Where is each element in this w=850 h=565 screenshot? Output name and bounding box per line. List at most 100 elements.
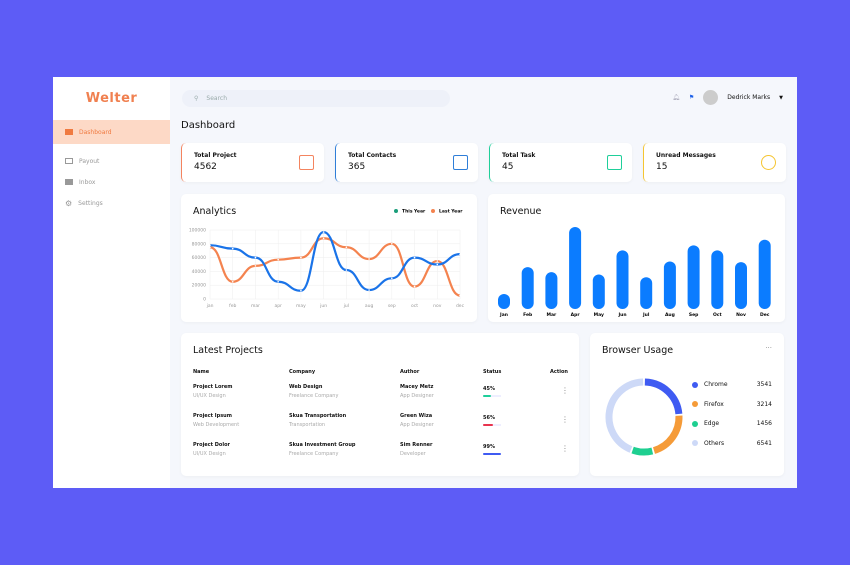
data-point	[231, 280, 234, 283]
legend-marker	[692, 440, 698, 446]
data-point	[209, 244, 211, 246]
sidebar-item-settings[interactable]: ⚙ Settings	[53, 191, 170, 215]
author-role: App Designer	[400, 393, 434, 399]
x-tick-label: Jan	[499, 312, 508, 318]
revenue-bar	[569, 227, 582, 309]
data-point	[391, 277, 393, 280]
stat-card: Total Contacts 365	[335, 143, 478, 182]
legend-marker	[692, 420, 698, 427]
layers-icon	[299, 155, 314, 170]
table-row: Project Dolor UI/UX Design Skua Investmen…	[193, 442, 569, 471]
more-menu-button[interactable]: ···	[765, 344, 772, 352]
project-name[interactable]: Project Ipsum	[193, 413, 232, 419]
y-tick-label: 20000	[192, 283, 206, 289]
stat-value: 365	[348, 162, 366, 172]
legend-marker	[692, 381, 698, 388]
x-tick-label: Nov	[736, 312, 746, 318]
legend-value: 3214	[756, 400, 772, 408]
logo: Welter	[85, 91, 138, 106]
more-vertical-icon[interactable]: ⋮	[561, 444, 569, 453]
latest-projects-card: Latest Projects Name Company Author Status A…	[181, 333, 579, 476]
legend-label: Firefox	[704, 400, 724, 408]
revenue-title: Revenue	[500, 206, 542, 217]
revenue-bar	[663, 261, 676, 309]
x-tick-label: feb	[229, 303, 236, 309]
donut-segment-others	[605, 378, 644, 453]
x-tick-label: Sep	[689, 312, 699, 318]
data-point	[391, 243, 393, 245]
column-header: Status	[483, 369, 502, 375]
company-sub: Freelance Company	[289, 451, 339, 457]
browser-usage-card: Browser Usage ··· Chrome 3541 Firefox 3214 E…	[590, 333, 784, 476]
revenue-chart: Jan Feb Mar Apr May Jun Jul Aug Sep Oct Nov Dec	[498, 227, 771, 318]
x-tick-label: jan	[206, 303, 214, 309]
author: Macey Metz	[400, 384, 434, 390]
project-type: Web Development	[193, 422, 240, 428]
bell-icon[interactable]: 🔔︎	[672, 94, 680, 101]
revenue-bar	[687, 245, 700, 309]
table-header: Name Company Author Status Action	[193, 369, 568, 384]
stat-label: Total Contacts	[348, 152, 397, 159]
status-percent: 99%	[483, 444, 495, 450]
revenue-bar	[758, 239, 771, 309]
company-sub: Freelance Company	[289, 393, 339, 399]
data-point	[322, 237, 325, 240]
search-input[interactable]: ⚲ Search	[182, 90, 450, 107]
revenue-bar	[711, 250, 724, 309]
data-point	[277, 258, 279, 261]
status-percent: 56%	[483, 415, 495, 421]
chevron-down-icon[interactable]: ▼	[779, 94, 783, 101]
legend-item: Others 6541	[692, 440, 772, 447]
legend-item: Firefox 3214	[692, 401, 772, 408]
data-point	[459, 294, 461, 297]
company: Skua Investment Group	[289, 442, 356, 448]
y-tick-label: 100000	[189, 228, 206, 234]
x-tick-label: mar	[251, 303, 260, 309]
data-point	[209, 246, 211, 249]
gear-icon: ⚙	[65, 198, 73, 208]
more-vertical-icon[interactable]: ⋮	[561, 415, 569, 424]
project-type: UI/UX Design	[193, 393, 226, 399]
project-name[interactable]: Project Lorem	[193, 384, 233, 390]
avatar[interactable]	[703, 90, 719, 105]
sidebar-item-label: Inbox	[79, 178, 96, 186]
x-tick-label: jun	[319, 303, 327, 309]
data-point	[254, 265, 257, 267]
data-point	[345, 269, 348, 271]
x-tick-label: aug	[365, 304, 374, 309]
legend-value: 3541	[756, 381, 772, 388]
status-percent: 45%	[483, 386, 495, 392]
x-tick-label: Aug	[665, 312, 675, 318]
x-tick-label: sep	[388, 304, 396, 309]
analytics-chart: 0 20000 40000 60000 80000 100000 jan feb mar apr m…	[189, 209, 465, 310]
sidebar-item-payout[interactable]: Payout	[53, 149, 170, 173]
notification-flag-icon[interactable]: ⚑	[688, 94, 695, 101]
legend-label: Chrome	[704, 381, 728, 388]
data-point	[300, 256, 302, 259]
stat-card: Total Task 45	[489, 143, 632, 182]
legend-value: 6541	[756, 439, 772, 447]
project-name[interactable]: Project Dolor	[193, 442, 230, 448]
donut-segment-edge	[631, 446, 654, 456]
data-point	[413, 256, 416, 259]
user-name[interactable]: Dedrick Marks	[727, 94, 771, 101]
data-point	[436, 263, 439, 266]
sidebar-item-inbox[interactable]: Inbox	[53, 170, 170, 194]
revenue-bar	[545, 272, 558, 309]
stat-value: 15	[656, 162, 668, 172]
more-vertical-icon[interactable]: ⋮	[561, 386, 569, 395]
y-tick-label: 0	[203, 297, 206, 303]
table-row: Project Lorem UI/UX Design Web Design Free…	[193, 384, 569, 413]
stat-value: 45	[502, 162, 514, 172]
legend-marker	[431, 209, 435, 213]
data-point	[413, 285, 416, 288]
stat-card: Unread Messages 15	[643, 143, 786, 182]
x-tick-label: Jul	[642, 312, 650, 318]
x-tick-label: nov	[433, 304, 442, 309]
data-point	[300, 289, 302, 292]
data-point	[459, 253, 461, 255]
project-type: UI/UX Design	[193, 451, 226, 457]
revenue-bar	[521, 267, 534, 309]
x-tick-label: apr	[274, 303, 282, 309]
sidebar-item-dashboard[interactable]: Dashboard	[53, 120, 170, 144]
